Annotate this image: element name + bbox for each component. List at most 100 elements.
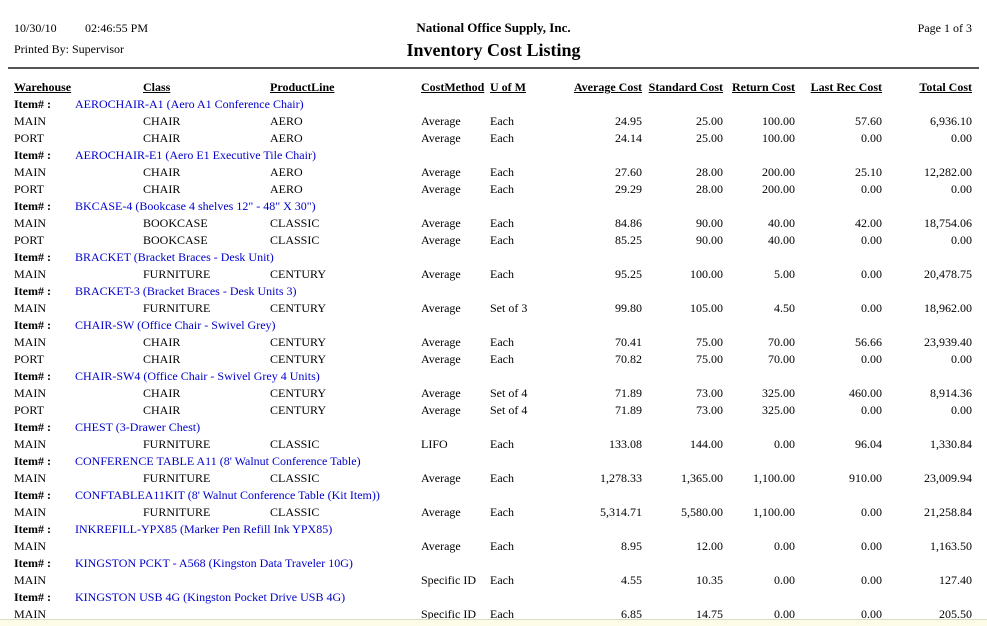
cell-standard-cost: 105.00 bbox=[690, 301, 723, 315]
cell-standard-cost: 10.35 bbox=[696, 573, 723, 587]
cell-warehouse: MAIN bbox=[14, 301, 46, 315]
cell-return-cost: 0.00 bbox=[774, 607, 795, 621]
cell-product-line: CLASSIC bbox=[270, 233, 320, 247]
cell-warehouse: PORT bbox=[14, 182, 44, 196]
table-row: MAIN FURNITURE CENTURY Average Each 95.25 100.… bbox=[0, 266, 987, 283]
cell-return-cost: 40.00 bbox=[768, 233, 795, 247]
cell-average-cost: 27.60 bbox=[615, 165, 642, 179]
cell-cost-method: Average bbox=[421, 165, 461, 179]
cell-average-cost: 85.25 bbox=[615, 233, 642, 247]
cell-cost-method: Average bbox=[421, 539, 461, 553]
column-header-row: Warehouse Class ProductLine CostMethod U… bbox=[0, 79, 987, 96]
column-header-uom: U of M bbox=[490, 80, 526, 94]
item-link[interactable]: CHEST (3-Drawer Chest) bbox=[75, 420, 201, 434]
cell-average-cost: 70.41 bbox=[615, 335, 642, 349]
cell-product-line: CLASSIC bbox=[270, 216, 320, 230]
cell-product-line: CENTURY bbox=[270, 352, 327, 366]
cell-total-cost: 0.00 bbox=[951, 352, 972, 366]
cell-product-line: CLASSIC bbox=[270, 505, 320, 519]
cell-return-cost: 70.00 bbox=[768, 335, 795, 349]
column-header-return-cost: Return Cost bbox=[732, 80, 795, 94]
cell-class: FURNITURE bbox=[143, 471, 211, 485]
item-link[interactable]: CHAIR-SW4 (Office Chair - Swivel Grey 4 … bbox=[75, 369, 320, 383]
cell-last-rec-cost: 0.00 bbox=[861, 233, 882, 247]
cell-total-cost: 0.00 bbox=[951, 131, 972, 145]
cell-warehouse: PORT bbox=[14, 131, 44, 145]
cell-last-rec-cost: 57.60 bbox=[855, 114, 882, 128]
item-link[interactable]: KINGSTON PCKT - A568 (Kingston Data Trav… bbox=[75, 556, 353, 570]
item-link[interactable]: AEROCHAIR-E1 (Aero E1 Executive Tile Cha… bbox=[75, 148, 316, 162]
item-number-label: Item# : bbox=[14, 369, 51, 383]
cell-class: CHAIR bbox=[143, 182, 181, 196]
cell-standard-cost: 12.00 bbox=[696, 539, 723, 553]
cell-total-cost: 127.40 bbox=[939, 573, 972, 587]
cell-cost-method: Average bbox=[421, 301, 461, 315]
cell-uom: Each bbox=[490, 607, 514, 621]
item-link[interactable]: BRACKET (Bracket Braces - Desk Unit) bbox=[75, 250, 274, 264]
cell-warehouse: MAIN bbox=[14, 216, 46, 230]
cell-warehouse: MAIN bbox=[14, 573, 46, 587]
table-row: MAIN CHAIR AERO Average Each 27.60 28.00 200.00… bbox=[0, 164, 987, 181]
table-row: MAIN Specific ID Each 6.85 14.75 0.00 0.00 205.… bbox=[0, 606, 987, 623]
window-edge-strip bbox=[0, 619, 987, 626]
cell-last-rec-cost: 910.00 bbox=[849, 471, 882, 485]
table-row: MAIN Average Each 8.95 12.00 0.00 0.00 1,163.50 bbox=[0, 538, 987, 555]
item-link[interactable]: INKREFILL-YPX85 (Marker Pen Refill Ink Y… bbox=[75, 522, 333, 536]
cell-warehouse: MAIN bbox=[14, 471, 46, 485]
cell-class: CHAIR bbox=[143, 403, 181, 417]
cell-return-cost: 0.00 bbox=[774, 573, 795, 587]
cell-product-line: CLASSIC bbox=[270, 471, 320, 485]
item-number-label: Item# : bbox=[14, 420, 51, 434]
item-link[interactable]: CONFERENCE TABLE A11 (8' Walnut Conferen… bbox=[75, 454, 361, 468]
company-name: National Office Supply, Inc. bbox=[416, 20, 571, 35]
cell-standard-cost: 14.75 bbox=[696, 607, 723, 621]
cell-class: BOOKCASE bbox=[143, 233, 208, 247]
cell-return-cost: 4.50 bbox=[774, 301, 795, 315]
cell-product-line: CENTURY bbox=[270, 335, 327, 349]
item-link[interactable]: AEROCHAIR-A1 (Aero A1 Conference Chair) bbox=[75, 97, 304, 111]
cell-cost-method: Average bbox=[421, 182, 461, 196]
table-body: Item# : AEROCHAIR-A1 (Aero A1 Conference … bbox=[0, 96, 987, 623]
cell-last-rec-cost: 460.00 bbox=[849, 386, 882, 400]
cell-product-line: CENTURY bbox=[270, 386, 327, 400]
cell-average-cost: 6.85 bbox=[621, 607, 642, 621]
column-header-last-rec-cost: Last Rec Cost bbox=[810, 80, 882, 94]
cell-last-rec-cost: 0.00 bbox=[861, 539, 882, 553]
cell-last-rec-cost: 56.66 bbox=[855, 335, 882, 349]
item-link[interactable]: CONFTABLEA11KIT (8' Walnut Conference Ta… bbox=[75, 488, 380, 502]
cell-average-cost: 5,314.71 bbox=[600, 505, 642, 519]
cell-uom: Each bbox=[490, 114, 514, 128]
item-number-label: Item# : bbox=[14, 97, 51, 111]
item-link[interactable]: BKCASE-4 (Bookcase 4 shelves 12" - 48" X… bbox=[75, 199, 316, 213]
item-group-row: Item# : KINGSTON USB 4G (Kingston Pocket … bbox=[0, 589, 987, 606]
item-link[interactable]: KINGSTON USB 4G (Kingston Pocket Drive U… bbox=[75, 590, 346, 604]
item-number-label: Item# : bbox=[14, 488, 51, 502]
cell-return-cost: 100.00 bbox=[762, 114, 795, 128]
cell-class: CHAIR bbox=[143, 165, 181, 179]
cell-last-rec-cost: 0.00 bbox=[861, 267, 882, 281]
cell-product-line: CENTURY bbox=[270, 267, 327, 281]
table-row: MAIN CHAIR CENTURY Average Set of 4 71.89 73.0… bbox=[0, 385, 987, 402]
page-number: Page 1 of 3 bbox=[917, 21, 972, 35]
cell-standard-cost: 90.00 bbox=[696, 233, 723, 247]
table-row: PORT CHAIR CENTURY Average Set of 4 71.89 73.0… bbox=[0, 402, 987, 419]
cell-cost-method: Average bbox=[421, 335, 461, 349]
cell-class: FURNITURE bbox=[143, 437, 211, 451]
item-link[interactable]: CHAIR-SW (Office Chair - Swivel Grey) bbox=[75, 318, 276, 332]
cell-cost-method: Average bbox=[421, 267, 461, 281]
cell-last-rec-cost: 96.04 bbox=[855, 437, 882, 451]
table-row: MAIN FURNITURE CENTURY Average Set of 3 99.80… bbox=[0, 300, 987, 317]
cell-class: CHAIR bbox=[143, 131, 181, 145]
table-row: MAIN Specific ID Each 4.55 10.35 0.00 0.00 127.… bbox=[0, 572, 987, 589]
cell-total-cost: 6,936.10 bbox=[930, 114, 972, 128]
cell-uom: Each bbox=[490, 165, 514, 179]
cell-total-cost: 0.00 bbox=[951, 233, 972, 247]
column-header-warehouse: Warehouse bbox=[14, 80, 72, 94]
item-group-row: Item# : CHAIR-SW4 (Office Chair - Swivel … bbox=[0, 368, 987, 385]
cell-cost-method: Average bbox=[421, 233, 461, 247]
cell-product-line: CENTURY bbox=[270, 301, 327, 315]
cell-standard-cost: 25.00 bbox=[696, 131, 723, 145]
cell-average-cost: 4.55 bbox=[621, 573, 642, 587]
cell-average-cost: 24.95 bbox=[615, 114, 642, 128]
item-link[interactable]: BRACKET-3 (Bracket Braces - Desk Units 3… bbox=[75, 284, 297, 298]
